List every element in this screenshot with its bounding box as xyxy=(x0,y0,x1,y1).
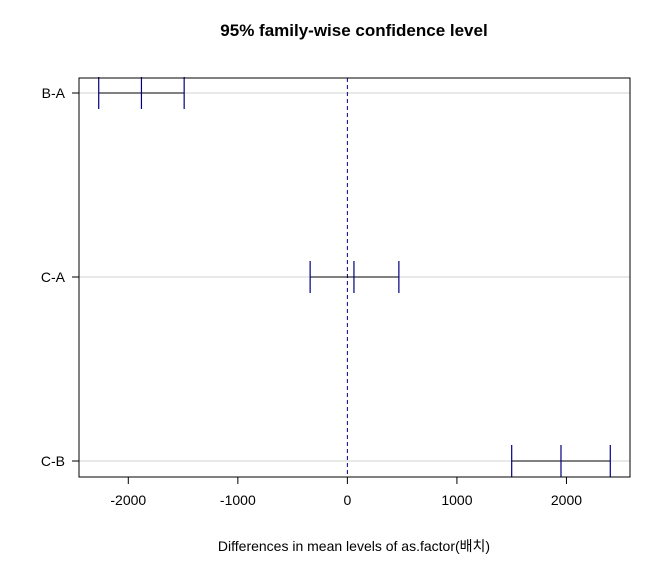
x-tick-label: 2000 xyxy=(551,492,582,508)
chart-title: 95% family-wise confidence level xyxy=(220,21,487,40)
y-tick-label: C-A xyxy=(41,269,66,285)
interval-group xyxy=(98,77,611,477)
x-axis-label: Differences in mean levels of as.factor(… xyxy=(218,538,490,554)
x-tick-label: 0 xyxy=(343,492,351,508)
x-tick-label: -2000 xyxy=(110,492,146,508)
x-tick-label: 1000 xyxy=(441,492,472,508)
x-tick-label: -1000 xyxy=(220,492,256,508)
y-tick-label: C-B xyxy=(41,453,65,469)
y-tick-label: B-A xyxy=(42,85,66,101)
y-axis: B-A C-A C-B xyxy=(41,85,79,469)
x-axis: -2000 -1000 0 1000 2000 xyxy=(110,477,582,508)
